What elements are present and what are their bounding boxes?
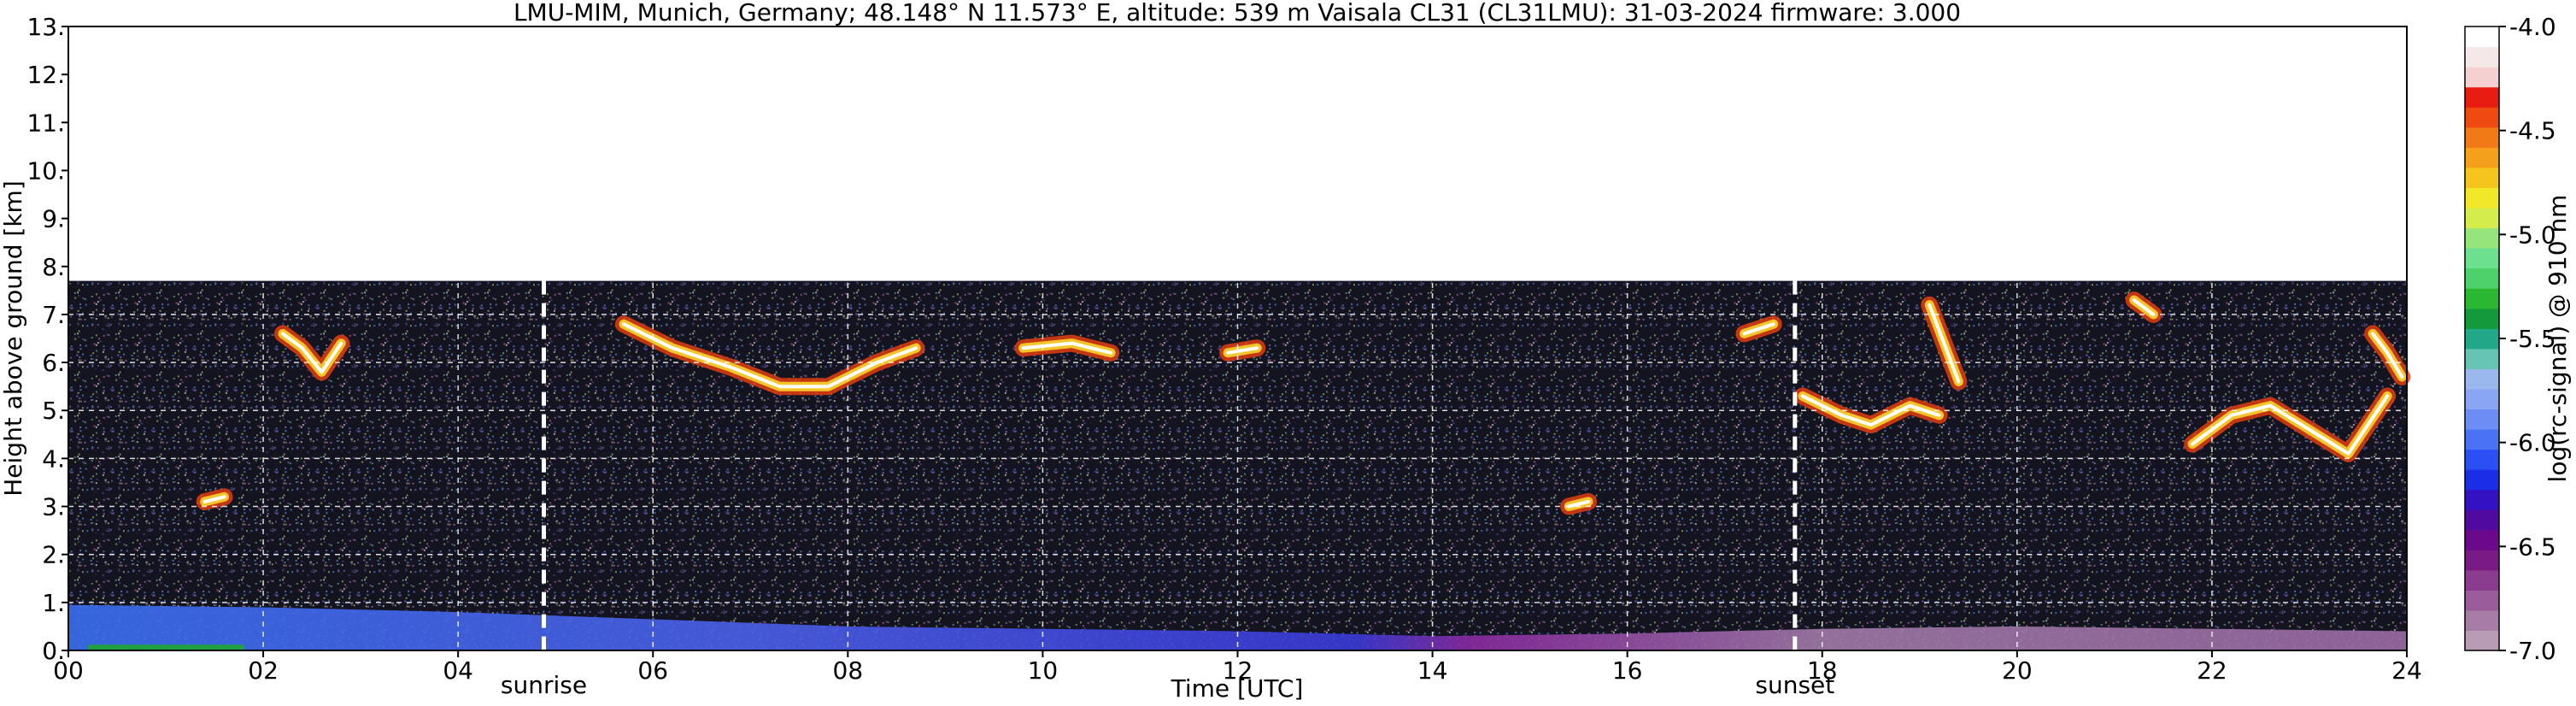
cloud-layer-core [1567,499,1590,509]
x-tick-label: 14 [1417,656,1448,685]
colorbar-segment [2465,529,2499,550]
chart-title: LMU-MIM, Munich, Germany; 48.148° N 11.5… [513,0,1961,26]
colorbar-segment [2465,288,2499,309]
colorbar-segment [2465,248,2499,269]
x-tick-label: 10 [1028,656,1059,685]
x-tick-label: 18 [1807,656,1838,685]
cloud-layer-core [1742,322,1775,336]
colorbar-segment [2465,86,2499,108]
colorbar-segment [2465,409,2499,430]
grid [68,26,2407,650]
colorbar-segment [2465,368,2499,390]
x-tick-label: 02 [248,656,279,685]
cloud-layer-core [1928,303,1961,384]
x-axis: 00 02 04 06 08 10 12 14 16 18 20 22 24 [53,650,2422,685]
colorbar-segment [2465,308,2499,329]
colorbar-segment [2465,550,2499,571]
colorbar-segment [2465,207,2499,229]
x-tick-label: 16 [1612,656,1643,685]
y-tick-label: 13. [26,13,65,41]
annotation-label: sunset [1755,671,1834,699]
colorbar-segment [2465,227,2499,249]
x-tick-label: 00 [53,656,84,685]
y-tick-label: 5. [42,397,65,425]
y-tick-label: 12. [26,61,65,89]
y-tick-label: 11. [26,109,65,137]
colorbar-segment [2465,107,2499,128]
colorbar-segment [2465,46,2499,68]
cloud-layer-core [1800,394,1941,427]
cloud-layer-core [1021,341,1113,355]
y-tick-label: 4. [42,444,65,473]
x-tick-label: 22 [2197,656,2227,685]
colorbar-segment [2465,489,2499,510]
cloud-layer-core [202,495,226,503]
plot-area [68,280,2411,650]
boundary-layer [68,604,2407,650]
colorbar-segment [2465,509,2499,531]
x-tick-label: 12 [1223,656,1253,685]
y-tick-label: 8. [42,253,65,281]
colorbar-tick-label: -4.5 [2509,117,2556,145]
colorbar-segment [2465,590,2499,611]
y-tick-label: 7. [42,301,65,329]
y-tick-label: 3. [42,493,65,521]
y-tick-label: 2. [42,541,65,569]
backscatter-field [68,280,2407,650]
annotation-label: sunrise [501,671,587,699]
x-tick-label: 06 [637,656,668,685]
colorbar-segment [2465,187,2499,209]
x-tick-label: 24 [2391,656,2422,685]
y-tick-label: 0. [42,637,65,665]
colorbar-segment [2465,26,2499,48]
cloud-layer-core [280,332,343,374]
colorbar-tick-label: -4.0 [2509,13,2556,41]
colorbar-segment [2465,630,2499,651]
y-tick-label: 6. [42,349,65,377]
colorbar-segment [2465,328,2499,350]
y-tick-label: 10. [26,156,65,185]
colorbar-label: log(rc-signal) @ 910 nm [2544,195,2572,483]
colorbar-segment [2465,147,2499,168]
colorbar-segment [2465,348,2499,369]
colorbar-segment [2465,167,2499,188]
colorbar-segment [2465,569,2499,591]
colorbar-tick-label: -5.0 [2509,221,2556,249]
cloud-layer-core [2191,394,2390,456]
colorbar: -4.0 -4.5 -5.0 -5.5 -6.0 -6.5 -7.0 [2464,13,2556,665]
colorbar-segment [2465,469,2499,491]
colorbar-segment [2465,609,2499,632]
y-axis-label: Height above ground [km] [0,180,27,497]
cloud-layer-core [622,322,918,389]
colorbar-segment [2465,449,2499,470]
x-tick-label: 20 [2002,656,2033,685]
y-axis: 0. 1. 2. 3. 4. 5. 6. 7. 8. 9. 10. 11. 12. 13. [26,13,68,665]
colorbar-segment [2465,388,2499,410]
cloud-layer-core [1226,346,1259,355]
colorbar-tick-label: -6.5 [2509,532,2556,561]
x-axis-label: Time [UTC] [1171,674,1304,703]
colorbar-segment [2465,428,2499,450]
colorbar-segment [2465,67,2499,88]
cloud-layer-core [2371,332,2404,379]
annotations: sunrise sunset [501,280,1834,699]
cloud-layer-core [2132,298,2156,316]
colorbar-tick-label: -6.0 [2509,429,2556,457]
colorbar-tick-label: -5.5 [2509,325,2556,353]
x-tick-label: 04 [443,656,473,685]
y-tick-label: 9. [42,205,65,233]
colorbar-segment [2465,126,2499,148]
y-tick-label: 1. [42,589,65,617]
x-tick-label: 08 [833,656,864,685]
near-ground-layer [87,644,244,650]
colorbar-segment [2465,268,2499,289]
colorbar-tick-label: -7.0 [2509,637,2556,665]
